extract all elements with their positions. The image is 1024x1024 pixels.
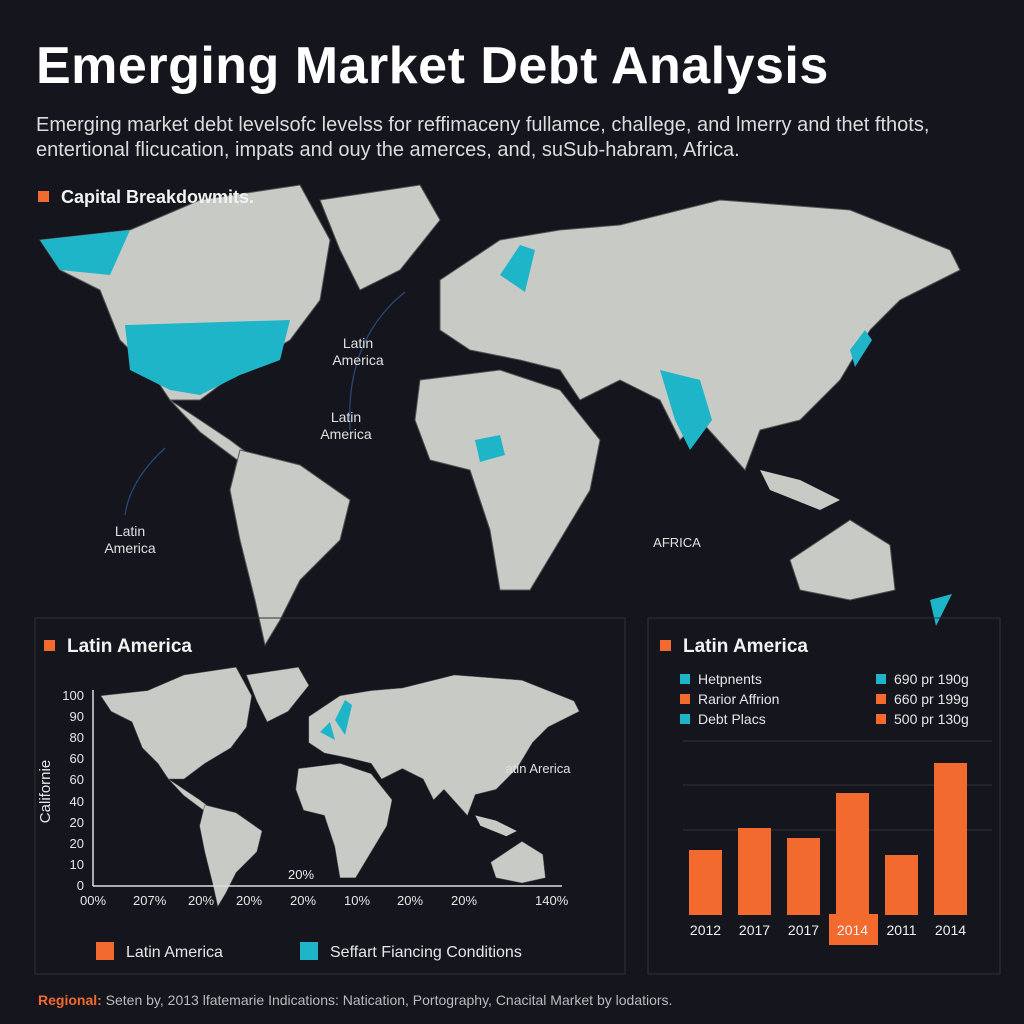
y-tick-label: 20 xyxy=(69,835,84,851)
legend-swatch xyxy=(680,694,690,704)
map-label: Latin America xyxy=(320,409,372,442)
x-tick-label: 2011 xyxy=(886,922,917,938)
bar xyxy=(738,828,771,915)
footer-label: Regional: xyxy=(38,992,102,1008)
map-heading: Capital Breakdowmits. xyxy=(38,187,254,208)
footer-text: Seten by, 2013 lfatemarie Indications: N… xyxy=(105,992,673,1008)
y-tick-label: 60 xyxy=(69,772,84,788)
y-tick-label: 0 xyxy=(76,878,84,893)
map-label: 20% xyxy=(288,867,315,882)
panel-border xyxy=(34,617,626,975)
mini-map xyxy=(100,666,580,907)
legend-swatch xyxy=(680,674,690,684)
legend-label: Rarior Affrion xyxy=(698,691,780,707)
x-tick-label: 20% xyxy=(188,893,215,908)
x-tick-label: 2017 xyxy=(787,922,820,938)
highlight-box xyxy=(829,914,878,945)
footer: Regional: Seten by, 2013 lfatemarie Indi… xyxy=(38,992,672,1008)
y-tick-label: 90 xyxy=(69,709,84,725)
legend-item: Rarior Affrion xyxy=(680,691,779,707)
x-tick-label: 20% xyxy=(451,893,478,908)
bar xyxy=(787,838,820,915)
panel-heading: Latin America xyxy=(44,636,192,658)
legend-swatch xyxy=(680,714,690,724)
bar xyxy=(885,855,918,915)
x-tick-label: 20% xyxy=(236,893,263,908)
x-tick-label: 2014 xyxy=(836,922,869,938)
panel-heading: Latin America xyxy=(660,636,808,658)
x-tick-label: 20% xyxy=(397,893,424,908)
legend-label: Seffart Fiancing Conditions xyxy=(330,944,522,961)
legend-item: Seffart Fiancing Conditions xyxy=(300,942,522,962)
y-tick-label: 40 xyxy=(69,793,84,809)
x-tick-label: 10% xyxy=(344,893,371,908)
y-tick-label: 20 xyxy=(69,814,84,830)
legend-label: Debt Placs xyxy=(698,711,766,727)
x-tick-label: 00% xyxy=(80,893,107,908)
x-tick-label: 2014 xyxy=(934,922,967,938)
x-tick-label: 20% xyxy=(290,893,317,908)
panel-heading-text: Latin America xyxy=(67,636,192,657)
subtitle: Emerging market debt levelsofc levelss f… xyxy=(36,114,930,136)
x-tick-label: 140% xyxy=(535,893,569,908)
map-label: Latin America xyxy=(332,335,384,368)
x-tick-label: 2017 xyxy=(738,922,771,938)
bar xyxy=(689,850,722,915)
legend-swatch xyxy=(876,674,886,684)
legend-label: 690 pr 190g xyxy=(894,671,969,687)
map-label: atin Arerica xyxy=(505,761,571,776)
map-label: AFRICA xyxy=(653,535,701,550)
subtitle: entertional flicucation, impats and ouy … xyxy=(36,139,740,161)
y-tick-label: 10 xyxy=(69,856,84,872)
legend-label: 660 pr 199g xyxy=(894,691,969,707)
panel-heading-text: Latin America xyxy=(683,636,808,657)
map-label: Latin America xyxy=(104,523,156,556)
legend-item: 500 pr 130g xyxy=(876,711,969,727)
y-tick-label: 100 xyxy=(62,688,84,703)
legend-swatch xyxy=(876,694,886,704)
panel-border xyxy=(647,617,1001,975)
legend-label: Hetpnents xyxy=(698,671,762,687)
bar xyxy=(836,793,869,915)
legend-item: 690 pr 190g xyxy=(876,671,969,687)
map-heading-text: Capital Breakdowmits. xyxy=(61,187,255,207)
legend-swatch xyxy=(876,714,886,724)
legend-item: Latin America xyxy=(96,942,223,962)
y-tick-label: 80 xyxy=(69,730,84,746)
legend-swatch xyxy=(300,942,318,960)
x-tick-label: 2012 xyxy=(689,922,722,938)
legend-label: Latin America xyxy=(126,944,223,961)
title: Emerging Market Debt Analysis xyxy=(36,37,829,95)
legend-item: Hetpnents xyxy=(680,671,762,687)
x-tick-label: 207% xyxy=(133,893,167,908)
bar xyxy=(934,763,967,915)
legend-label: 500 pr 130g xyxy=(894,711,969,727)
world-map xyxy=(39,184,961,646)
y-tick-label: 60 xyxy=(69,751,84,767)
legend-item: Debt Placs xyxy=(680,711,766,727)
legend-item: 660 pr 199g xyxy=(876,691,969,707)
legend-swatch xyxy=(96,942,114,960)
